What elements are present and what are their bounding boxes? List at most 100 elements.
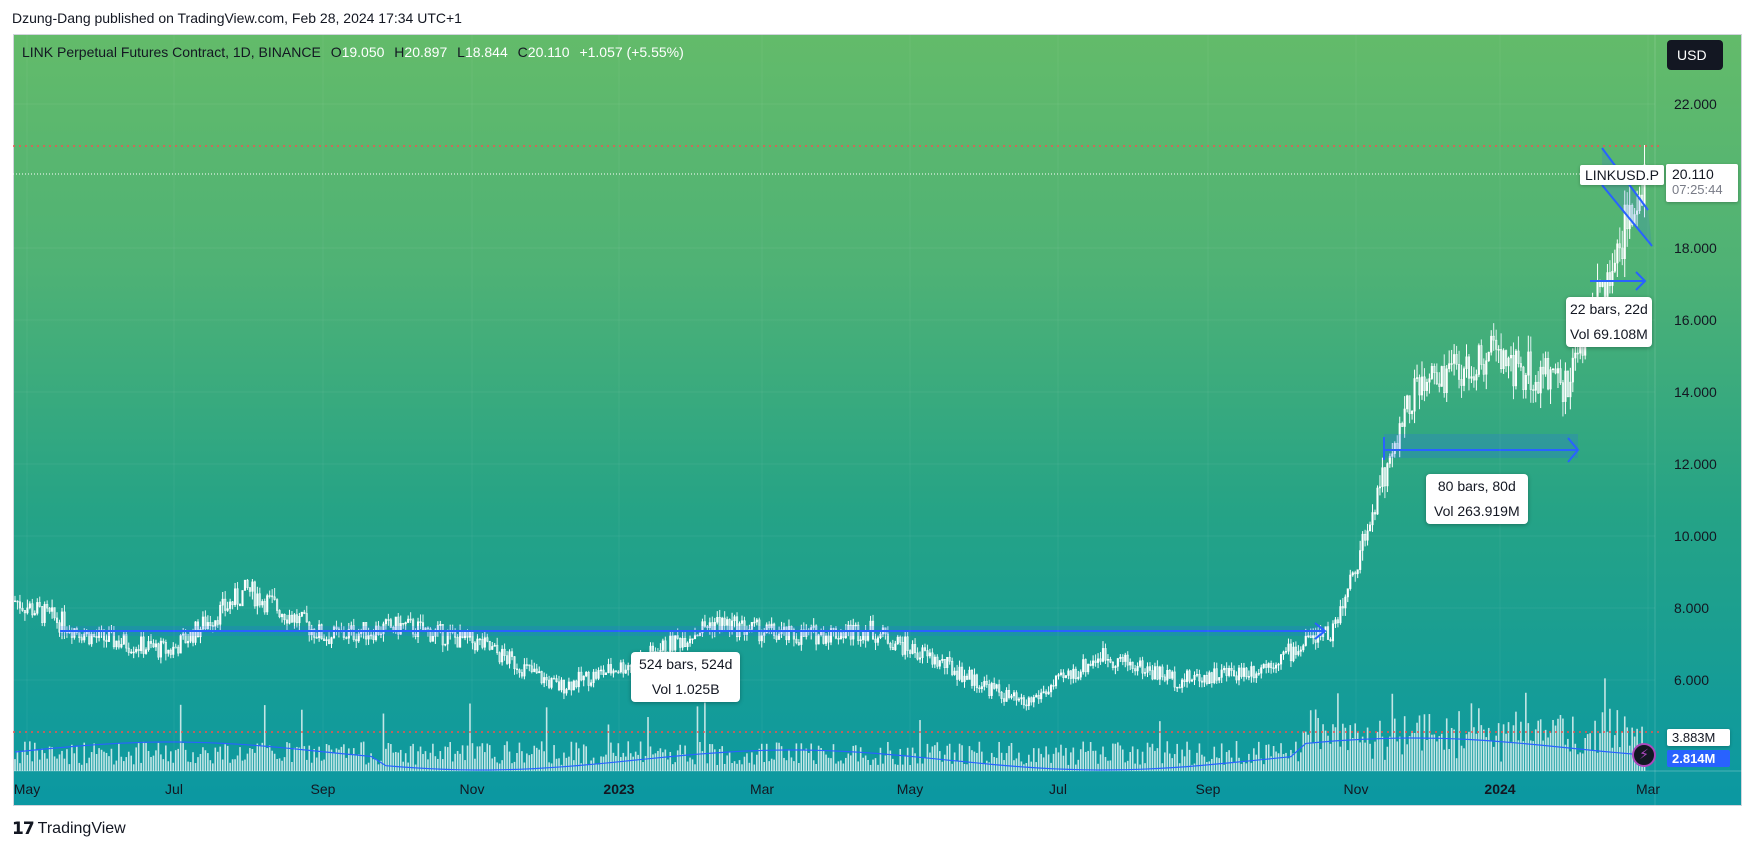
candle-body — [162, 640, 165, 643]
volume-bar — [862, 757, 864, 771]
range-80-area[interactable] — [1384, 434, 1578, 458]
time-tick-label: Sep — [311, 781, 336, 797]
volume-bar — [644, 755, 647, 771]
candle-body — [1571, 357, 1574, 383]
volume-bar — [1567, 738, 1569, 771]
volume-bar — [793, 761, 795, 771]
lightning-icon[interactable]: ⚡ — [1632, 743, 1656, 767]
volume-bar — [1203, 756, 1206, 771]
candle-body — [429, 628, 432, 642]
price-tick-label: 8.000 — [1674, 600, 1709, 616]
candle-body — [876, 637, 880, 643]
volume-bar — [1534, 729, 1537, 771]
volume-bar — [73, 753, 76, 771]
measure-label-22[interactable]: 22 bars, 22d Vol 69.108M — [1566, 297, 1652, 347]
volume-bar — [1072, 747, 1075, 771]
flag-lower-line[interactable] — [1601, 184, 1653, 247]
volume-bar — [736, 763, 738, 771]
volume-bar — [1339, 746, 1342, 771]
volume-bar — [1604, 678, 1606, 771]
candle-body — [397, 616, 400, 635]
volume-bar — [1559, 714, 1562, 771]
candle-body — [238, 604, 242, 607]
volume-bar — [1196, 752, 1198, 771]
candle-body — [38, 602, 41, 607]
volume-bar — [919, 720, 921, 771]
volume-bar — [1426, 739, 1428, 771]
candle-body — [501, 648, 504, 663]
volume-bar — [1621, 732, 1624, 771]
measure-label-524[interactable]: 524 bars, 524d Vol 1.025B — [631, 652, 741, 702]
candle-body — [298, 615, 301, 624]
volume-bar — [1401, 754, 1403, 771]
candle-body — [1505, 350, 1508, 367]
candle-body — [1064, 675, 1067, 678]
volume-bar — [207, 753, 209, 771]
candle-body — [1425, 381, 1428, 391]
volume-bar — [310, 762, 313, 771]
candle-body — [1383, 467, 1386, 487]
candle-body — [1292, 646, 1295, 662]
measure-label-80[interactable]: 80 bars, 80d Vol 263.919M — [1426, 474, 1528, 524]
volume-bar — [763, 762, 766, 771]
volume-bar — [434, 756, 437, 771]
candle-body — [31, 603, 34, 616]
volume-bar — [278, 758, 281, 771]
volume-bar — [558, 758, 560, 771]
volume-bar — [1047, 754, 1050, 771]
candle-body — [1611, 271, 1614, 286]
candle-body — [1376, 487, 1379, 515]
volume-bar — [1295, 741, 1297, 771]
volume-bar — [1257, 741, 1260, 771]
candle-body — [1000, 691, 1003, 699]
volume-bar — [1623, 716, 1626, 771]
volume-bar — [362, 741, 365, 771]
currency-button[interactable]: USD — [1667, 40, 1723, 70]
footer-brand[interactable]: 𝟭𝟳 TradingView — [12, 818, 126, 840]
volume-bar — [1240, 763, 1243, 771]
volume-bar — [1619, 747, 1621, 771]
candle-body — [1349, 574, 1352, 589]
volume-bar — [1423, 714, 1426, 771]
candle-body — [1146, 666, 1149, 673]
volume-bar — [629, 753, 632, 771]
candle-body — [157, 643, 160, 658]
candle-body — [120, 644, 123, 648]
candle-body — [26, 607, 29, 614]
candle-body — [1576, 352, 1579, 355]
volume-bar — [328, 745, 330, 771]
volume-bar — [1596, 752, 1599, 771]
candle-body — [1057, 674, 1060, 677]
candle-body — [1331, 623, 1335, 642]
volume-bar — [429, 752, 432, 771]
time-tick-label: May — [14, 781, 40, 797]
volume-bar — [479, 746, 481, 771]
volume-bar — [716, 764, 719, 771]
volume-bar — [48, 746, 51, 771]
candle-body — [53, 607, 56, 619]
volume-bar — [1552, 719, 1554, 771]
volume-bar — [132, 764, 135, 771]
candle-body — [1443, 366, 1446, 394]
chart-pane[interactable] — [13, 34, 1742, 806]
candle-body — [1529, 351, 1532, 390]
symbol-legend[interactable]: LINK Perpetual Futures Contract, 1D, BIN… — [22, 44, 684, 60]
volume-bar — [1181, 749, 1183, 771]
candle-body — [1482, 364, 1485, 375]
candle-body — [496, 644, 499, 654]
volume-bar — [704, 702, 706, 771]
candle-body — [80, 637, 83, 641]
volume-bar — [417, 751, 419, 771]
candle-body — [914, 644, 917, 654]
volume-bar — [647, 717, 649, 771]
volume-bar — [822, 750, 825, 771]
candle-body — [1032, 696, 1035, 703]
volume-bar — [254, 752, 256, 771]
volume-bar — [1114, 743, 1117, 771]
candle-body — [409, 618, 412, 621]
volume-bar — [142, 741, 145, 771]
volume-bar — [313, 748, 315, 771]
volume-bar — [1015, 758, 1018, 771]
candle-body — [1141, 660, 1144, 674]
